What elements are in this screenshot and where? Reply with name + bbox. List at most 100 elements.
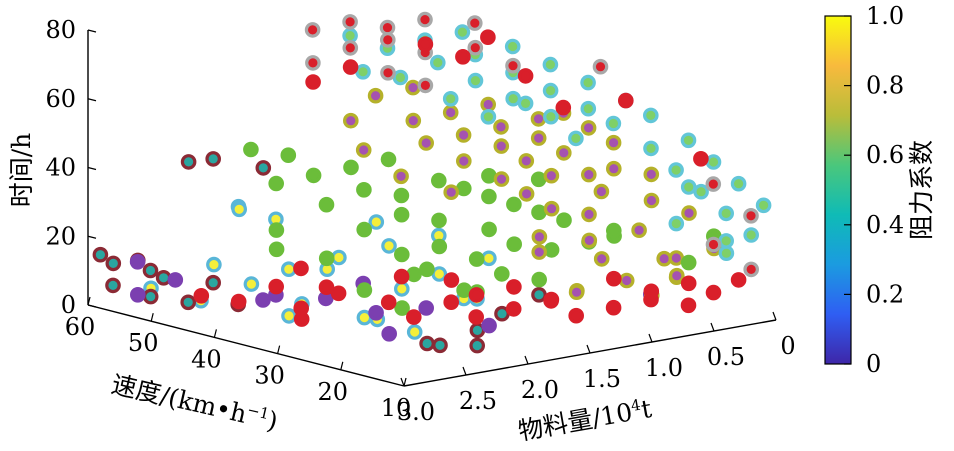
data-point xyxy=(418,300,434,316)
data-point xyxy=(480,29,496,45)
data-point xyxy=(543,291,560,308)
data-point xyxy=(618,272,635,289)
data-point xyxy=(455,48,471,65)
data-point xyxy=(418,135,434,151)
data-point xyxy=(392,69,409,86)
data-point xyxy=(367,87,384,104)
data-point xyxy=(504,38,521,55)
data-point xyxy=(543,200,560,217)
y-tick-mark xyxy=(340,361,344,370)
data-point xyxy=(542,56,559,73)
x-tick-mark xyxy=(648,333,653,343)
data-point xyxy=(506,196,522,213)
data-point xyxy=(393,246,410,263)
data-point xyxy=(718,245,735,261)
x-tick-mark xyxy=(524,355,529,365)
data-point xyxy=(481,317,497,334)
data-point xyxy=(304,22,321,38)
data-point xyxy=(393,281,410,297)
data-point xyxy=(405,309,422,325)
data-point xyxy=(681,205,697,221)
colorbar-tick-label: 0.4 xyxy=(866,211,904,239)
data-point xyxy=(680,132,697,149)
data-point xyxy=(105,255,122,272)
data-point xyxy=(743,208,759,224)
data-point xyxy=(605,134,622,151)
y-tick-mark xyxy=(403,377,407,387)
data-point xyxy=(456,282,472,298)
x-tick-label: 2.0 xyxy=(521,376,559,404)
data-point xyxy=(419,261,435,278)
data-point xyxy=(581,232,598,249)
data-point xyxy=(481,250,497,267)
data-point xyxy=(193,287,210,304)
data-point xyxy=(243,141,259,158)
data-point xyxy=(668,250,685,266)
z-tick-label: 80 xyxy=(45,16,76,44)
data-point xyxy=(331,249,347,266)
data-point xyxy=(493,138,510,154)
data-point xyxy=(381,238,397,254)
data-point xyxy=(668,162,684,178)
data-point xyxy=(142,288,159,305)
data-point xyxy=(505,301,522,317)
z-axis-title: 时间/h xyxy=(7,133,36,208)
colorbar-gradient xyxy=(824,15,852,365)
data-point xyxy=(342,112,359,129)
data-point xyxy=(318,250,335,267)
data-point xyxy=(530,111,547,127)
data-point xyxy=(431,238,448,255)
data-point xyxy=(668,267,685,284)
data-point xyxy=(517,68,534,84)
data-point xyxy=(617,92,634,109)
data-point xyxy=(167,272,184,288)
data-point xyxy=(431,266,448,282)
data-point xyxy=(643,140,659,157)
data-point xyxy=(454,24,471,40)
data-point xyxy=(205,151,221,167)
data-point xyxy=(642,107,659,124)
data-point xyxy=(443,184,459,200)
x-tick-mark xyxy=(772,311,777,321)
data-point xyxy=(605,299,622,316)
data-point xyxy=(305,74,321,90)
data-point xyxy=(730,272,747,288)
data-point xyxy=(342,14,358,30)
data-point xyxy=(280,261,297,277)
z-tick-label: 0 xyxy=(61,291,76,319)
data-point xyxy=(605,160,622,177)
data-point xyxy=(268,278,284,295)
data-point xyxy=(393,168,409,185)
data-point xyxy=(693,151,709,167)
data-point xyxy=(531,244,547,260)
z-tick-mark xyxy=(87,98,97,102)
data-point xyxy=(230,293,247,310)
data-point xyxy=(555,99,572,116)
data-point xyxy=(356,221,372,238)
y-tick-label: 40 xyxy=(191,345,222,373)
data-point xyxy=(356,282,373,298)
data-point xyxy=(206,256,222,273)
z-tick-mark xyxy=(87,235,97,239)
data-point xyxy=(481,221,497,238)
data-point xyxy=(531,229,548,245)
data-point xyxy=(130,286,146,303)
data-point xyxy=(469,337,485,354)
data-point xyxy=(429,54,446,71)
data-point xyxy=(468,287,485,303)
data-point xyxy=(531,204,547,221)
data-point xyxy=(368,214,385,230)
data-point xyxy=(405,79,421,96)
data-point xyxy=(643,192,660,209)
data-point xyxy=(530,130,547,146)
data-point xyxy=(255,292,271,308)
data-point xyxy=(305,167,322,184)
y-tick-label: 50 xyxy=(128,329,159,357)
y-axis-line xyxy=(87,304,405,387)
data-point xyxy=(605,270,622,287)
data-point xyxy=(455,180,472,197)
data-point xyxy=(693,183,709,200)
colorbar-tick-label: 0 xyxy=(866,350,881,378)
data-point xyxy=(255,160,272,176)
data-point xyxy=(305,55,321,71)
